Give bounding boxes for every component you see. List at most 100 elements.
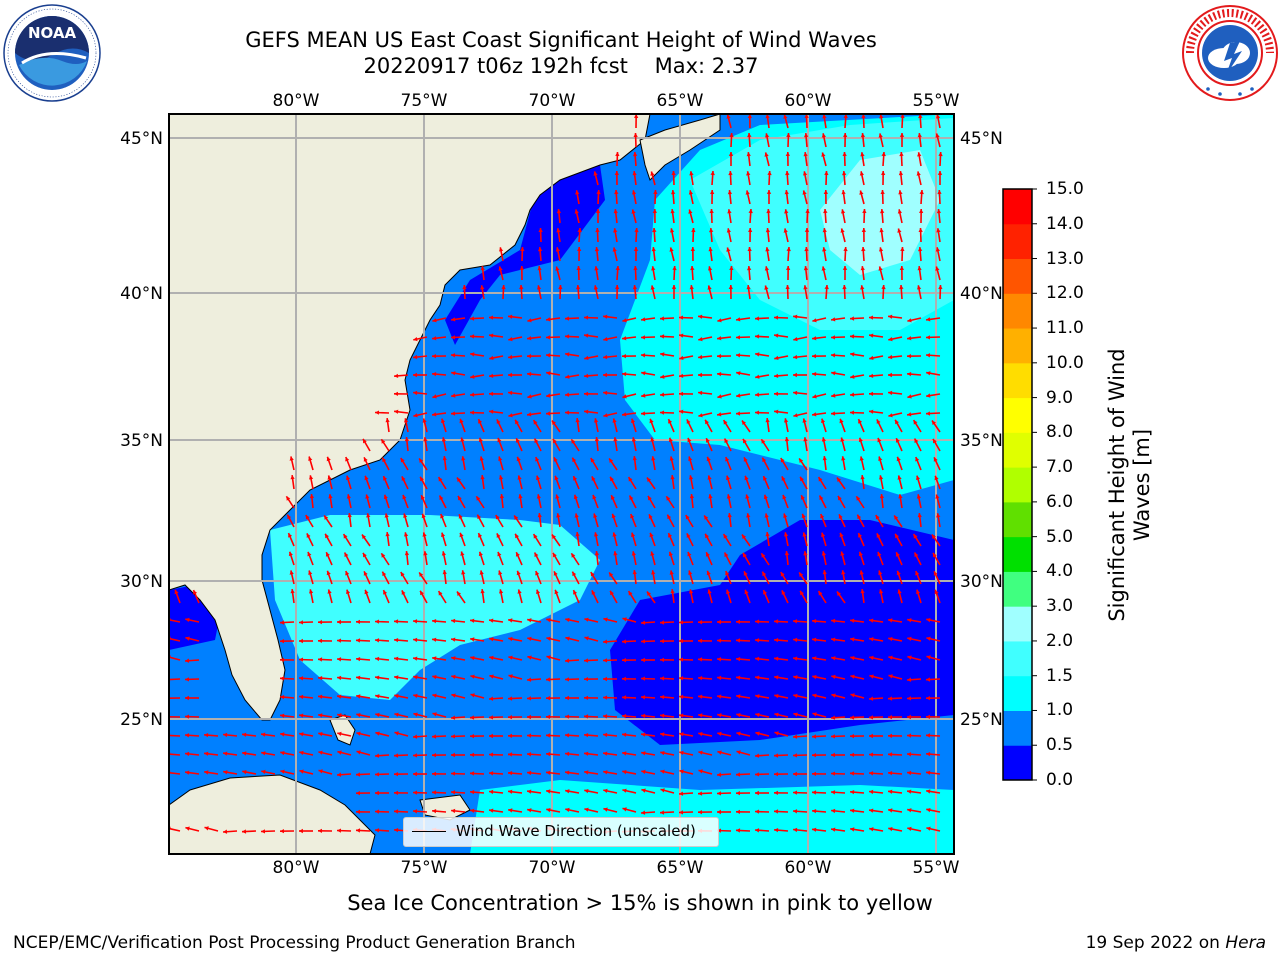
wave-direction-arrowhead — [660, 639, 664, 644]
wave-direction-arrowhead — [375, 772, 379, 777]
wave-direction-arrowhead — [933, 571, 938, 576]
date-line: 19 Sep 2022 on Hera — [1085, 933, 1266, 953]
wave-direction-arrowhead — [669, 570, 674, 575]
wave-direction-arrowhead — [576, 285, 581, 290]
wave-direction-arrowhead — [784, 532, 789, 537]
wave-direction-arrowhead — [918, 247, 923, 252]
wave-direction-arrowhead — [774, 656, 779, 661]
wave-direction-arrowhead — [508, 696, 513, 701]
wave-direction-arrowhead — [668, 533, 673, 538]
wave-direction-arrowhead — [926, 618, 931, 623]
wave-direction-arrowhead — [641, 371, 646, 376]
lat-label-left: 40°N — [120, 284, 163, 304]
wave-direction-arrowhead — [514, 515, 519, 520]
wave-direction-arrowhead — [822, 456, 827, 461]
wave-direction-arrowhead — [899, 285, 904, 290]
wave-direction-arrowhead — [856, 496, 861, 501]
wave-direction-arrowhead — [299, 676, 304, 681]
wave-direction-arrowhead — [366, 513, 371, 518]
wave-direction-arrowhead — [546, 353, 551, 358]
wave-direction-arrowhead — [660, 374, 665, 379]
wave-direction-arrowhead — [698, 390, 703, 396]
wave-direction-arrowhead — [803, 266, 809, 271]
wave-direction-arrowhead — [632, 456, 637, 461]
wave-direction-arrowhead — [698, 337, 703, 342]
wave-direction-arrowhead — [489, 373, 494, 378]
wave-direction-arrowhead — [822, 114, 827, 119]
wave-direction-arrowhead — [439, 495, 444, 500]
wave-direction-arrowhead — [280, 829, 284, 834]
wave-direction-arrowhead — [860, 475, 865, 480]
wave-direction-arrowhead — [622, 336, 627, 341]
wave-direction-arrowhead — [631, 418, 636, 423]
wave-direction-arrowhead — [841, 456, 846, 461]
wave-direction-arrowhead — [876, 533, 881, 538]
wave-direction-arrowhead — [723, 534, 728, 539]
wave-direction-arrowhead — [546, 733, 551, 738]
wave-direction-arrowhead — [470, 637, 475, 642]
wave-direction-arrowhead — [850, 392, 855, 397]
wave-direction-arrowhead — [394, 619, 399, 624]
wave-direction-arrowhead — [565, 374, 570, 379]
wave-direction-arrowhead — [432, 354, 436, 359]
wave-direction-arrowhead — [765, 532, 770, 537]
wave-direction-arrowhead — [622, 751, 627, 756]
wave-direction-arrowhead — [603, 372, 607, 378]
wave-direction-arrowhead — [584, 677, 588, 682]
lat-label-right: 25°N — [960, 710, 1003, 730]
wave-direction-arrowhead — [517, 475, 522, 480]
wave-direction-arrowhead — [763, 476, 768, 481]
wave-direction-arrowhead — [765, 228, 771, 233]
wave-direction-arrowhead — [641, 676, 645, 681]
wave-direction-arrowhead — [185, 617, 190, 622]
wave-direction-arrowhead — [508, 789, 513, 794]
wave-direction-arrowhead — [280, 620, 285, 625]
wave-direction-arrowhead — [356, 809, 360, 814]
wave-direction-arrowhead — [470, 752, 474, 757]
wave-direction-arrowhead — [688, 456, 693, 461]
wave-direction-arrowhead — [876, 419, 881, 424]
wave-direction-arrowhead — [668, 437, 673, 443]
wave-direction-arrowhead — [603, 732, 608, 738]
wave-direction-arrowhead — [898, 171, 904, 176]
wave-direction-arrowhead — [907, 354, 911, 359]
lon-label-bottom: 65°W — [657, 858, 704, 878]
wave-direction-arrowhead — [204, 751, 209, 756]
wave-direction-arrowhead — [622, 807, 627, 812]
colorbar-tick-label: 0.5 — [1046, 735, 1074, 756]
wave-direction-arrowhead — [869, 373, 874, 378]
wave-direction-arrowhead — [631, 551, 636, 556]
wave-direction-arrowhead — [470, 808, 475, 813]
wave-direction-arrowhead — [565, 714, 569, 719]
wave-direction-arrowhead — [888, 771, 893, 776]
wave-direction-arrowhead — [413, 809, 418, 814]
wave-direction-arrowhead — [451, 734, 455, 739]
wave-direction-arrowhead — [288, 551, 293, 557]
wave-direction-arrowhead — [299, 713, 304, 718]
wave-direction-arrow — [169, 678, 181, 681]
wave-direction-arrowhead — [850, 752, 854, 757]
wave-direction-arrowhead — [780, 572, 785, 577]
wave-direction-arrowhead — [432, 712, 437, 717]
wave-direction-arrowhead — [850, 656, 855, 661]
wave-direction-arrowhead — [413, 390, 418, 396]
wave-direction-arrowhead — [669, 456, 674, 461]
wave-direction-arrowhead — [717, 336, 722, 341]
wave-direction-arrowhead — [728, 285, 733, 289]
wave-direction-arrowhead — [934, 589, 939, 595]
wave-direction-arrowhead — [717, 394, 722, 399]
wave-direction-arrowhead — [489, 637, 494, 642]
wave-direction-arrowhead — [451, 371, 456, 376]
wave-direction-arrowhead — [727, 513, 732, 518]
wave-direction-arrowhead — [698, 354, 703, 360]
wave-direction-arrowhead — [546, 371, 551, 376]
wave-direction-arrowhead — [451, 808, 456, 814]
wave-direction-arrowhead — [346, 475, 351, 480]
wave-direction-arrowhead — [375, 828, 380, 833]
colorbar-tick-label: 1.0 — [1046, 700, 1074, 721]
wave-direction-arrowhead — [470, 790, 475, 795]
wave-direction-arrowhead — [641, 317, 646, 322]
wave-direction-arrowhead — [784, 437, 790, 442]
wave-direction-arrowhead — [603, 390, 608, 396]
wave-direction-arrowhead — [609, 572, 614, 577]
